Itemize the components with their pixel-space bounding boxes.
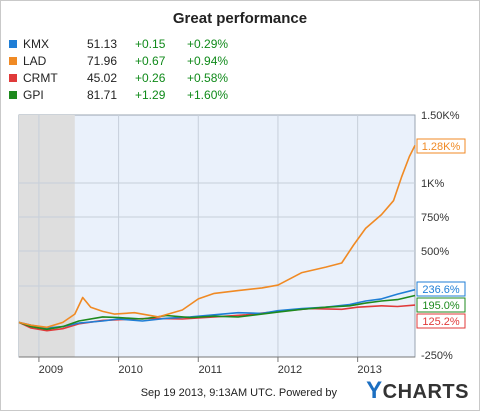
legend-price: 81.71 (86, 88, 117, 102)
x-tick-label: 2009 (39, 364, 63, 376)
legend-change: +0.15 (135, 37, 166, 51)
legend-change-pct: +1.60% (187, 88, 229, 102)
end-label-box-gpi (416, 297, 466, 313)
end-label-kmx: 236.6% (422, 284, 460, 296)
end-label-box-crmt (416, 313, 466, 329)
legend-ticker: LAD (23, 54, 47, 68)
legend-change-pct: +0.29% (187, 37, 229, 51)
x-tick-label: 2011 (198, 364, 222, 376)
x-tick-label: 2010 (118, 364, 142, 376)
x-tick-label: 2012 (278, 364, 302, 376)
end-label-gpi: 195.0% (422, 300, 460, 312)
series-line-crmt (18, 304, 416, 332)
legend-change-pct: +0.94% (187, 54, 229, 68)
y-tick-label: 750% (421, 212, 449, 224)
legend-change: +0.26 (135, 71, 166, 85)
y-tick-label: 1K% (421, 178, 444, 190)
y-tick-label: -250% (421, 350, 453, 362)
ycharts-logo[interactable]: YCHARTS (366, 377, 469, 404)
legend-change-pct: +0.58% (187, 71, 229, 85)
shaded-region (19, 115, 75, 357)
end-label-box-lad (416, 138, 466, 154)
legend-change: +1.29 (135, 88, 166, 102)
legend-swatch-lad (9, 57, 17, 65)
footer-timestamp: Sep 19 2013, 9:13AM UTC. Powered by (140, 387, 337, 399)
legend-ticker: GPI (23, 88, 44, 102)
series-line-gpi (18, 294, 416, 331)
end-label-lad: 1.28K% (422, 141, 461, 153)
legend-change: +0.67 (135, 54, 166, 68)
legend-price: 71.96 (86, 54, 117, 68)
legend-swatch-crmt (9, 74, 17, 82)
legend-price: 45.02 (86, 71, 117, 85)
chart-title: Great performance (172, 10, 308, 27)
end-label-crmt: 125.2% (422, 316, 460, 328)
legend-price: 51.13 (86, 37, 117, 51)
y-tick-label: 500% (421, 246, 449, 258)
legend-swatch-gpi (9, 91, 17, 99)
y-tick-label: 1.50K% (421, 110, 460, 122)
legend-ticker: KMX (23, 37, 50, 51)
series-line-lad (18, 145, 416, 329)
end-label-box-kmx (416, 281, 466, 297)
x-tick-label: 2013 (357, 364, 381, 376)
legend-swatch-kmx (9, 40, 17, 48)
legend-ticker: CRMT (23, 71, 58, 85)
